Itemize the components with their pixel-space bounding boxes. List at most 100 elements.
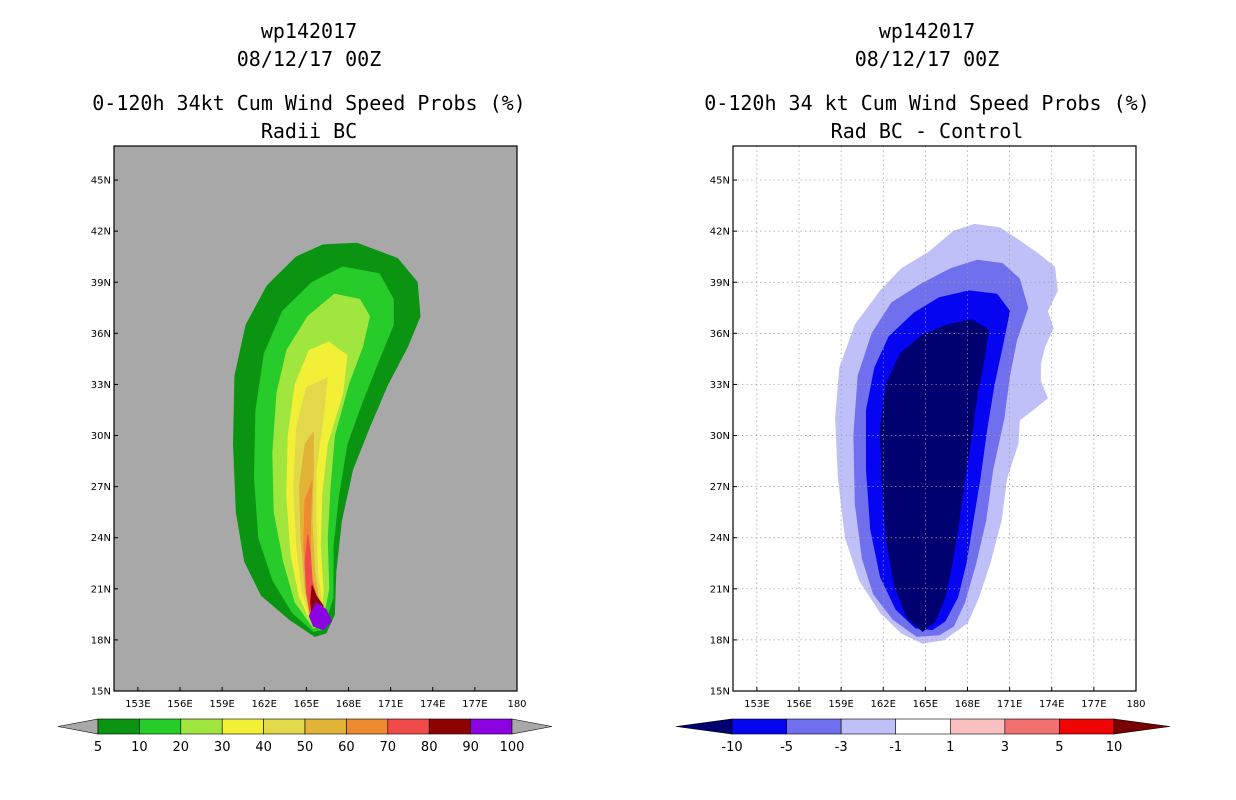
right-colorbar-label-4: 1: [946, 740, 954, 755]
right-ytick-label-1: 18N: [710, 635, 730, 646]
left-ytick-label-3: 24N: [91, 533, 111, 544]
left-colorbar-label-6: 60: [338, 740, 355, 755]
right-colorbar-label-3: -1: [889, 740, 902, 755]
left-xtick-label-1: 156E: [167, 699, 192, 710]
right-ytick-label-6: 33N: [710, 380, 730, 391]
right-ytick-label-10: 45N: [710, 176, 730, 187]
right-xtick-label-8: 177E: [1081, 699, 1106, 710]
right-colorbar-swatch-0: [731, 718, 787, 735]
right-xtick-label-0: 153E: [744, 699, 769, 710]
left-colorbar-label-5: 50: [297, 740, 314, 755]
left-colorbar-label-8: 80: [421, 740, 438, 755]
left-colorbar-swatch-8: [428, 718, 471, 735]
left-ytick-label-4: 27N: [91, 482, 111, 493]
right-ytick-label-9: 42N: [710, 227, 730, 238]
right-xtick-label-6: 171E: [997, 699, 1022, 710]
left-title-2: 08/12/17 00Z: [237, 47, 382, 71]
right-contours: [835, 223, 1058, 644]
right-xtick-label-9: 180: [1126, 699, 1145, 710]
right-axes: 153E 156E 159E 162E 165E 168E 171E 174E 177E 180 1…: [710, 176, 1146, 710]
left-panel: wp142017 08/12/17 00Z 0-120h 34kt Cum Wi…: [57, 19, 553, 755]
left-title-4: Radii BC: [261, 119, 357, 143]
right-xtick-label-3: 162E: [871, 699, 896, 710]
left-plot-frame: [113, 145, 518, 692]
right-title-4: Rad BC - Control: [831, 119, 1024, 143]
left-colorbar-swatch-7: [387, 718, 430, 735]
left-ytick-label-9: 42N: [91, 227, 111, 238]
left-colorbar-label-7: 70: [380, 740, 397, 755]
left-ytick-label-6: 33N: [91, 380, 111, 391]
right-plot-frame: [732, 145, 1137, 692]
left-ytick-label-5: 30N: [91, 431, 111, 442]
right-ytick-label-2: 21N: [710, 584, 730, 595]
right-panel: wp142017 08/12/17 00Z 0-120h 34 kt Cum W…: [675, 19, 1171, 755]
left-xtick-label-2: 159E: [209, 699, 234, 710]
right-colorbar-swatch-4: [949, 718, 1006, 735]
left-xtick-label-3: 162E: [252, 699, 277, 710]
right-colorbar-swatch-1: [786, 718, 842, 735]
left-colorbar-label-3: 30: [214, 740, 231, 755]
left-colorbar-label-0: 5: [94, 740, 102, 755]
right-xtick-label-2: 159E: [828, 699, 853, 710]
left-ytick-label-10: 45N: [91, 176, 111, 187]
left-ytick-label-1: 18N: [91, 635, 111, 646]
right-title-1: wp142017: [879, 19, 975, 43]
right-colorbar-swatch-5: [1004, 718, 1060, 735]
left-axes: 153E 156E 159E 162E 165E 168E 171E 174E 177E 180 1…: [91, 176, 527, 710]
right-grid: [733, 146, 1136, 691]
left-colorbar-label-2: 20: [173, 740, 190, 755]
left-ytick-label-2: 21N: [91, 584, 111, 595]
right-ytick-label-7: 36N: [710, 329, 730, 340]
right-colorbar-under-arrow: [675, 718, 733, 735]
left-colorbar-swatch-2: [180, 718, 223, 735]
left-colorbar-swatch-0: [97, 718, 140, 735]
left-xtick-label-6: 171E: [378, 699, 403, 710]
left-title-3: 0-120h 34kt Cum Wind Speed Probs (%): [92, 91, 525, 115]
left-ytick-label-0: 15N: [91, 687, 111, 698]
right-ytick-label-0: 15N: [710, 687, 730, 698]
left-colorbar-under-arrow: [57, 718, 99, 735]
left-xtick-label-4: 165E: [294, 699, 319, 710]
left-colorbar-swatch-1: [139, 718, 182, 735]
right-colorbar-label-6: 5: [1055, 740, 1063, 755]
left-xtick-label-7: 174E: [420, 699, 445, 710]
left-contour-band-9: [308, 602, 333, 631]
right-xtick-label-7: 174E: [1039, 699, 1064, 710]
left-contours: [232, 242, 421, 637]
right-colorbar-swatch-6: [1059, 718, 1115, 735]
left-xtick-label-8: 177E: [462, 699, 487, 710]
right-ytick-label-3: 24N: [710, 533, 730, 544]
left-xtick-label-9: 180: [507, 699, 526, 710]
right-colorbar-over-arrow: [1113, 718, 1171, 735]
left-ytick-label-7: 36N: [91, 329, 111, 340]
left-colorbar-swatch-9: [470, 718, 513, 735]
right-xtick-label-5: 168E: [955, 699, 980, 710]
right-contour-band-3: [880, 319, 989, 632]
right-colorbar-label-5: 3: [1001, 740, 1009, 755]
left-colorbar-swatch-5: [304, 718, 347, 735]
left-colorbar-swatch-3: [221, 718, 264, 735]
right-colorbar-label-1: -5: [780, 740, 793, 755]
right-colorbar-swatch-2: [840, 718, 897, 735]
right-ytick-label-5: 30N: [710, 431, 730, 442]
left-ytick-label-8: 39N: [91, 278, 111, 289]
left-colorbar-swatch-6: [346, 718, 389, 735]
left-colorbar-label-4: 40: [255, 740, 272, 755]
right-title-2: 08/12/17 00Z: [855, 47, 1000, 71]
right-colorbar-label-2: -3: [835, 740, 848, 755]
left-colorbar: 5 10 20 30 40 50 60 70 80 90 100: [57, 718, 553, 755]
left-colorbar-label-9: 90: [462, 740, 479, 755]
left-colorbar-label-10: 100: [500, 740, 525, 755]
right-ytick-label-8: 39N: [710, 278, 730, 289]
left-colorbar-swatch-4: [263, 718, 306, 735]
left-colorbar-over-arrow: [511, 718, 553, 735]
right-ytick-label-4: 27N: [710, 482, 730, 493]
right-title-3: 0-120h 34 kt Cum Wind Speed Probs (%): [704, 91, 1150, 115]
right-colorbar-swatch-3: [895, 718, 951, 735]
left-xtick-label-0: 153E: [125, 699, 150, 710]
right-xtick-label-1: 156E: [786, 699, 811, 710]
right-colorbar: -10 -5 -3 -1 1 3 5 10: [675, 718, 1171, 755]
right-xtick-label-4: 165E: [913, 699, 938, 710]
right-colorbar-label-7: 10: [1106, 740, 1123, 755]
